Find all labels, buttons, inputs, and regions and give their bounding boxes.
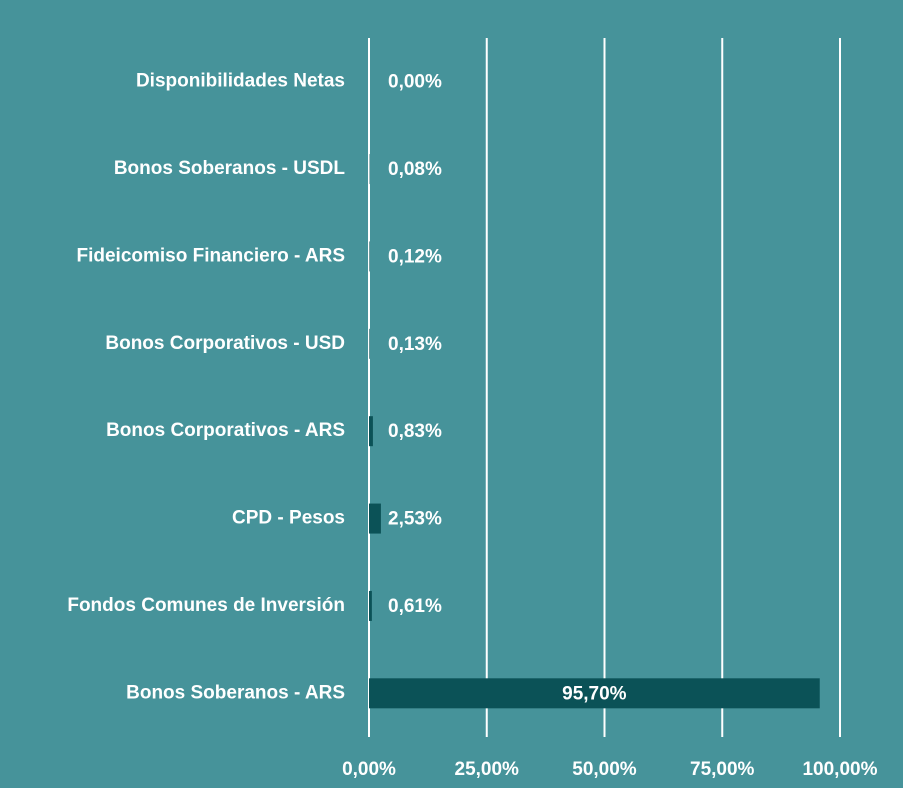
y-tick-label: CPD - Pesos bbox=[232, 508, 345, 529]
x-tick-label: 100,00% bbox=[802, 759, 877, 780]
bar bbox=[369, 503, 381, 534]
y-tick-label: Bonos Corporativos - ARS bbox=[106, 420, 345, 441]
value-label: 95,70% bbox=[562, 683, 627, 704]
value-label: 0,00% bbox=[388, 72, 442, 93]
value-label: 0,83% bbox=[388, 421, 442, 442]
value-label: 0,08% bbox=[388, 159, 442, 180]
y-tick-label: Disponibilidades Netas bbox=[136, 71, 345, 92]
bar bbox=[369, 590, 372, 621]
value-label: 0,13% bbox=[388, 334, 442, 355]
y-tick-label: Fideicomiso Financiero - ARS bbox=[76, 245, 345, 266]
value-label: 0,12% bbox=[388, 246, 442, 267]
bar bbox=[369, 241, 370, 272]
y-tick-label: Fondos Comunes de Inversión bbox=[67, 595, 345, 616]
x-tick-label: 75,00% bbox=[690, 759, 755, 780]
x-tick-label: 0,00% bbox=[342, 759, 396, 780]
bar bbox=[369, 328, 370, 359]
y-tick-label: Bonos Soberanos - ARS bbox=[126, 682, 345, 703]
x-tick-label: 25,00% bbox=[455, 759, 520, 780]
value-label: 0,61% bbox=[388, 596, 442, 617]
bar bbox=[369, 678, 820, 709]
y-tick-label: Bonos Corporativos - USD bbox=[105, 333, 345, 354]
value-label: 2,53% bbox=[388, 509, 442, 530]
y-tick-label: Bonos Soberanos - USDL bbox=[114, 158, 346, 179]
x-tick-label: 50,00% bbox=[572, 759, 637, 780]
bar bbox=[369, 416, 373, 447]
